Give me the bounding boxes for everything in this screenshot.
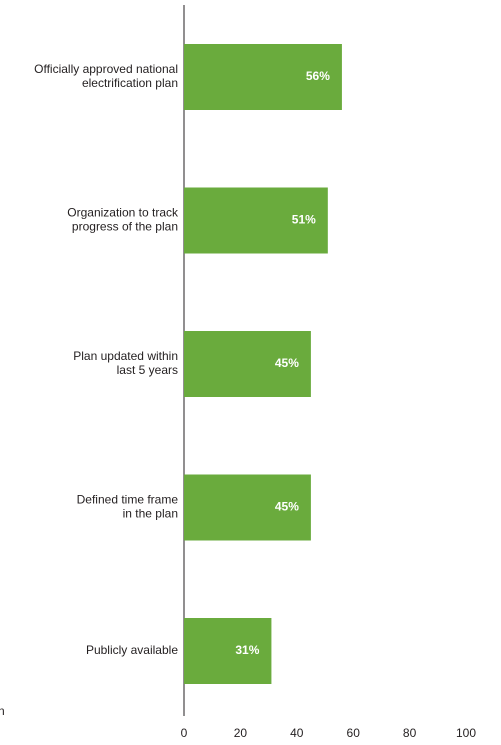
bar	[184, 331, 311, 397]
category-label: in the plan	[123, 507, 178, 521]
value-label: 51%	[292, 213, 316, 227]
value-label: 45%	[275, 500, 299, 514]
category-label: Plan updated within	[73, 349, 178, 363]
x-tick-label: 40	[290, 726, 304, 740]
bar	[184, 618, 272, 684]
value-label: 56%	[306, 69, 330, 83]
category-label: progress of the plan	[72, 220, 178, 234]
x-tick-label: 60	[347, 726, 361, 740]
x-tick-label: 80	[403, 726, 417, 740]
value-label: 31%	[235, 643, 259, 657]
category-label: electrification plan	[82, 76, 178, 90]
bar	[184, 474, 311, 541]
x-tick-label: 0	[181, 726, 188, 740]
x-tick-label: 100	[456, 726, 476, 740]
annotation: n	[0, 704, 5, 718]
value-label: 45%	[275, 356, 299, 370]
bar	[184, 44, 342, 110]
category-label: Officially approved national	[34, 62, 178, 76]
x-tick-label: 20	[234, 726, 248, 740]
category-label: Organization to track	[67, 206, 179, 220]
category-label: last 5 years	[117, 363, 178, 377]
category-label: Defined time frame	[77, 493, 179, 507]
category-label: Publicly available	[86, 643, 178, 657]
bar	[184, 187, 328, 254]
